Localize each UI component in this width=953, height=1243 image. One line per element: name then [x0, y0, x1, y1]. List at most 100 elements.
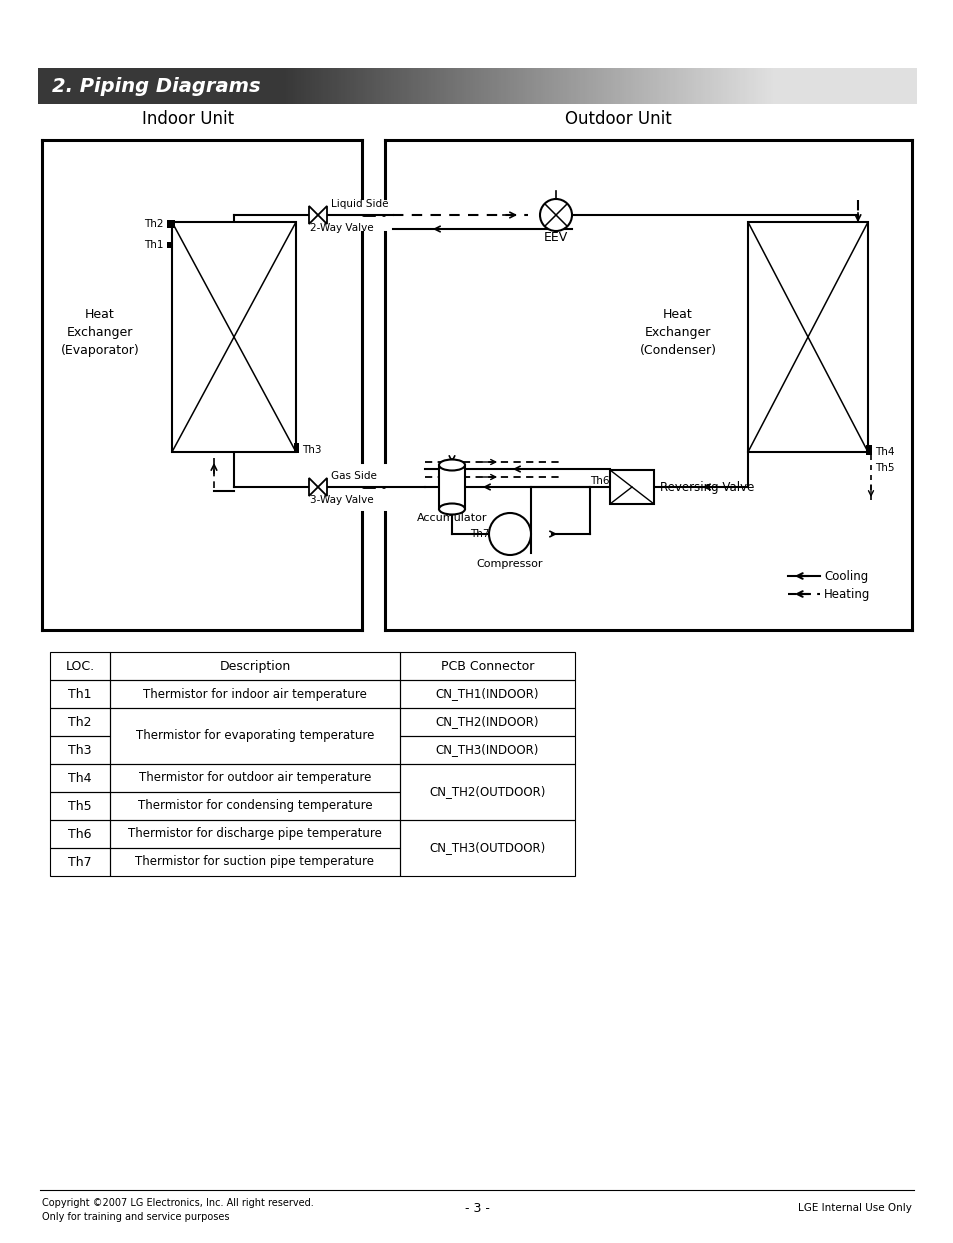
- Bar: [62, 68, 65, 104]
- Bar: [97, 68, 100, 104]
- Bar: [758, 68, 760, 104]
- Bar: [761, 68, 764, 104]
- Bar: [755, 68, 759, 104]
- Bar: [485, 68, 489, 104]
- Bar: [50, 764, 110, 792]
- Bar: [47, 68, 50, 104]
- Bar: [540, 68, 543, 104]
- Text: Th3: Th3: [69, 743, 91, 757]
- Bar: [384, 68, 388, 104]
- Bar: [195, 68, 199, 104]
- Bar: [251, 68, 253, 104]
- Bar: [554, 68, 557, 104]
- Bar: [233, 68, 236, 104]
- Bar: [503, 68, 506, 104]
- Bar: [569, 68, 572, 104]
- Bar: [209, 68, 213, 104]
- Bar: [114, 68, 118, 104]
- Bar: [163, 68, 166, 104]
- Bar: [306, 68, 309, 104]
- Bar: [674, 68, 677, 104]
- Bar: [227, 68, 230, 104]
- Bar: [92, 68, 96, 104]
- Bar: [825, 68, 828, 104]
- Bar: [352, 68, 355, 104]
- Bar: [213, 68, 216, 104]
- Bar: [268, 68, 272, 104]
- Text: Th3: Th3: [302, 445, 321, 455]
- Bar: [500, 68, 504, 104]
- Bar: [632, 68, 636, 104]
- Bar: [735, 68, 739, 104]
- Bar: [294, 68, 297, 104]
- Text: Th1: Th1: [144, 240, 164, 250]
- Bar: [832, 68, 835, 104]
- Bar: [318, 68, 322, 104]
- Bar: [158, 68, 162, 104]
- Bar: [851, 68, 855, 104]
- Bar: [290, 68, 294, 104]
- Bar: [781, 68, 784, 104]
- Bar: [110, 680, 399, 709]
- Text: Thermistor for indoor air temperature: Thermistor for indoor air temperature: [143, 687, 367, 701]
- Bar: [80, 68, 83, 104]
- Bar: [399, 680, 575, 709]
- Bar: [75, 68, 78, 104]
- Bar: [173, 68, 177, 104]
- Bar: [770, 68, 774, 104]
- Bar: [854, 68, 857, 104]
- Bar: [417, 68, 420, 104]
- Bar: [187, 68, 191, 104]
- Text: 3-Way Valve: 3-Way Valve: [310, 495, 374, 505]
- Bar: [773, 68, 776, 104]
- Bar: [481, 68, 484, 104]
- Text: Thermistor for suction pipe temperature: Thermistor for suction pipe temperature: [135, 855, 375, 869]
- Bar: [537, 68, 541, 104]
- Bar: [399, 68, 403, 104]
- Bar: [231, 68, 234, 104]
- Bar: [748, 68, 752, 104]
- Bar: [409, 68, 412, 104]
- Bar: [198, 68, 201, 104]
- Bar: [729, 68, 732, 104]
- Bar: [694, 68, 697, 104]
- Text: CN_TH3(OUTDOOR): CN_TH3(OUTDOOR): [429, 842, 545, 854]
- Bar: [354, 68, 357, 104]
- Text: Thermistor for outdoor air temperature: Thermistor for outdoor air temperature: [139, 772, 371, 784]
- Text: LGE Internal Use Only: LGE Internal Use Only: [798, 1203, 911, 1213]
- Bar: [220, 68, 223, 104]
- Text: CN_TH2(OUTDOOR): CN_TH2(OUTDOOR): [429, 786, 545, 798]
- Bar: [718, 68, 720, 104]
- Bar: [472, 68, 476, 104]
- Bar: [812, 68, 815, 104]
- Bar: [518, 68, 521, 104]
- Bar: [680, 68, 683, 104]
- Bar: [387, 68, 390, 104]
- Bar: [257, 68, 260, 104]
- Bar: [747, 222, 867, 452]
- Bar: [475, 68, 477, 104]
- Bar: [483, 68, 486, 104]
- Bar: [286, 68, 289, 104]
- Bar: [783, 68, 786, 104]
- Text: Th6: Th6: [589, 476, 609, 486]
- Bar: [168, 68, 171, 104]
- Bar: [399, 764, 575, 820]
- Bar: [274, 68, 278, 104]
- Bar: [91, 68, 93, 104]
- Bar: [110, 792, 399, 820]
- Bar: [760, 68, 762, 104]
- Bar: [494, 68, 497, 104]
- Bar: [547, 68, 550, 104]
- Bar: [768, 68, 771, 104]
- Text: Th5: Th5: [874, 462, 894, 474]
- Bar: [192, 68, 194, 104]
- Bar: [510, 68, 513, 104]
- Bar: [350, 68, 353, 104]
- Text: Accumulator: Accumulator: [416, 513, 487, 523]
- Bar: [805, 68, 808, 104]
- Bar: [130, 68, 133, 104]
- Bar: [50, 736, 110, 764]
- Bar: [556, 68, 558, 104]
- Bar: [441, 68, 445, 104]
